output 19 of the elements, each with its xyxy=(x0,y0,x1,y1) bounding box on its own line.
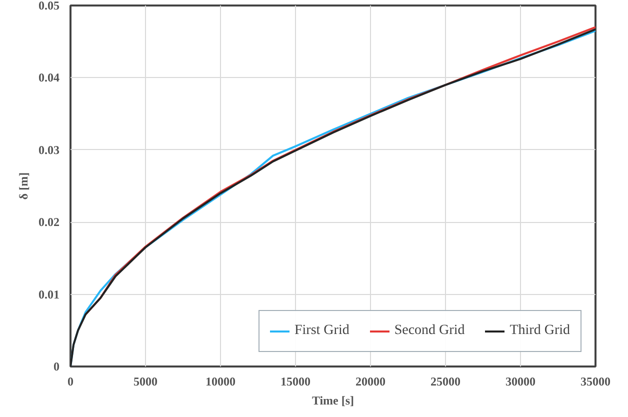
y-tick-label: 0.05 xyxy=(38,0,60,12)
x-axis-title: Time [s] xyxy=(312,394,354,408)
x-tick-label: 20000 xyxy=(356,374,386,388)
y-tick-label: 0.03 xyxy=(38,142,60,157)
x-tick-label: 15000 xyxy=(280,374,310,388)
x-tick-label: 10000 xyxy=(206,374,236,388)
x-tick-label: 30000 xyxy=(506,374,536,388)
legend-label: First Grid xyxy=(294,323,350,339)
y-axis-title: δ [m] xyxy=(16,172,30,200)
legend-label: Third Grid xyxy=(510,323,570,339)
y-tick-label: 0.04 xyxy=(38,70,60,85)
y-tick-label: 0 xyxy=(54,360,60,374)
x-tick-label: 5000 xyxy=(134,374,158,388)
y-tick-label: 0.02 xyxy=(38,215,60,230)
legend-label: Second Grid xyxy=(394,323,465,339)
y-tick-label: 0.01 xyxy=(38,287,60,302)
x-tick-label: 25000 xyxy=(430,374,460,388)
x-tick-label: 0 xyxy=(68,374,74,388)
x-tick-label: 35000 xyxy=(580,374,610,388)
